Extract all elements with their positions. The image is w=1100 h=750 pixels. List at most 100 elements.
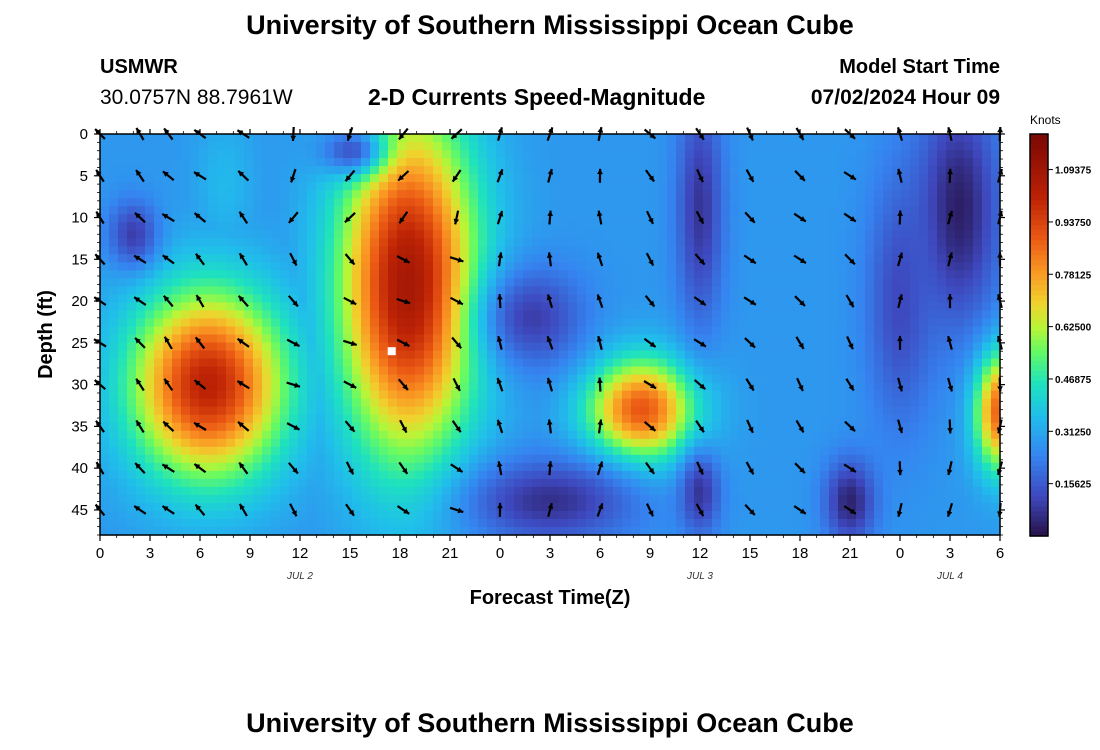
heatmap-cell	[730, 310, 740, 320]
heatmap-cell	[298, 438, 308, 448]
heatmap-cell	[757, 438, 767, 448]
heatmap-cell	[172, 182, 182, 191]
heatmap-cell	[937, 166, 947, 175]
heatmap-cell	[487, 206, 497, 215]
heatmap-cell	[793, 494, 803, 504]
heatmap-cell	[145, 182, 155, 191]
heatmap-cell	[757, 238, 767, 247]
heatmap-cell	[748, 502, 758, 512]
heatmap-cell	[631, 262, 641, 271]
heatmap-cell	[991, 326, 1001, 336]
heatmap-cell	[721, 350, 731, 360]
heatmap-cell	[766, 502, 776, 512]
heatmap-cell	[253, 366, 263, 376]
heatmap-cell	[766, 510, 776, 520]
heatmap-cell	[631, 174, 641, 183]
heatmap-cell	[802, 486, 812, 496]
heatmap-cell	[532, 454, 542, 464]
heatmap-cell	[991, 454, 1001, 464]
heatmap-cell	[208, 270, 218, 279]
heatmap-cell	[244, 334, 254, 344]
heatmap-cell	[253, 382, 263, 392]
heatmap-cell	[370, 286, 380, 295]
heatmap-cell	[163, 246, 173, 255]
heatmap-cell	[460, 374, 470, 384]
heatmap-cell	[460, 302, 470, 312]
heatmap-cell	[262, 422, 272, 432]
heatmap-cell	[667, 198, 677, 207]
heatmap-cell	[577, 230, 587, 239]
heatmap-cell	[991, 214, 1001, 223]
heatmap-cell	[532, 422, 542, 432]
heatmap-cell	[442, 366, 452, 376]
heatmap-cell	[424, 158, 434, 167]
heatmap-cell	[514, 414, 524, 424]
heatmap-cell	[217, 446, 227, 456]
heatmap-cell	[694, 398, 704, 408]
heatmap-cell	[946, 310, 956, 320]
heatmap-cell	[505, 262, 515, 271]
heatmap-cell	[523, 430, 533, 440]
heatmap-cell	[136, 206, 146, 215]
heatmap-cell	[496, 286, 506, 295]
heatmap-cell	[901, 294, 911, 304]
heatmap-cell	[514, 214, 524, 223]
heatmap-cell	[640, 366, 650, 376]
heatmap-cell	[595, 414, 605, 424]
heatmap-cell	[946, 374, 956, 384]
heatmap-cell	[892, 310, 902, 320]
heatmap-cell	[847, 510, 857, 520]
heatmap-cell	[883, 198, 893, 207]
heatmap-cell	[919, 350, 929, 360]
heatmap-cell	[676, 526, 686, 536]
heatmap-cell	[577, 302, 587, 312]
heatmap-cell	[685, 326, 695, 336]
heatmap-cell	[793, 262, 803, 271]
heatmap-cell	[262, 222, 272, 231]
heatmap-cell	[487, 158, 497, 167]
heatmap-cell	[955, 150, 965, 159]
heatmap-cell	[604, 358, 614, 368]
heatmap-cell	[739, 414, 749, 424]
heatmap-cell	[487, 502, 497, 512]
heatmap-cell	[532, 382, 542, 392]
heatmap-cell	[343, 334, 353, 344]
heatmap-cell	[685, 142, 695, 151]
heatmap-cell	[262, 462, 272, 472]
heatmap-cell	[721, 382, 731, 392]
heatmap-cell	[712, 182, 722, 191]
heatmap-cell	[802, 350, 812, 360]
heatmap-cell	[739, 366, 749, 376]
heatmap-cell	[784, 510, 794, 520]
heatmap-cell	[415, 390, 425, 400]
heatmap-cell	[388, 190, 398, 199]
heatmap-cell	[712, 510, 722, 520]
heatmap-cell	[811, 398, 821, 408]
heatmap-cell	[559, 278, 569, 287]
heatmap-cell	[352, 182, 362, 191]
heatmap-cell	[127, 294, 137, 304]
heatmap-cell	[829, 134, 839, 143]
heatmap-cell	[523, 462, 533, 472]
heatmap-cell	[361, 422, 371, 432]
heatmap-cell	[820, 198, 830, 207]
heatmap-cell	[433, 510, 443, 520]
heatmap-cell	[208, 350, 218, 360]
heatmap-cell	[343, 478, 353, 488]
heatmap-cell	[316, 286, 326, 295]
heatmap-cell	[748, 238, 758, 247]
heatmap-cell	[370, 150, 380, 159]
heatmap-cell	[892, 302, 902, 312]
heatmap-cell	[361, 278, 371, 287]
heatmap-cell	[739, 278, 749, 287]
heatmap-cell	[361, 366, 371, 376]
heatmap-cell	[856, 302, 866, 312]
heatmap-cell	[604, 342, 614, 352]
heatmap-cell	[469, 510, 479, 520]
heatmap-cell	[802, 374, 812, 384]
heatmap-cell	[109, 182, 119, 191]
heatmap-cell	[361, 294, 371, 304]
heatmap-cell	[856, 262, 866, 271]
heatmap-cell	[856, 238, 866, 247]
heatmap-cell	[541, 166, 551, 175]
